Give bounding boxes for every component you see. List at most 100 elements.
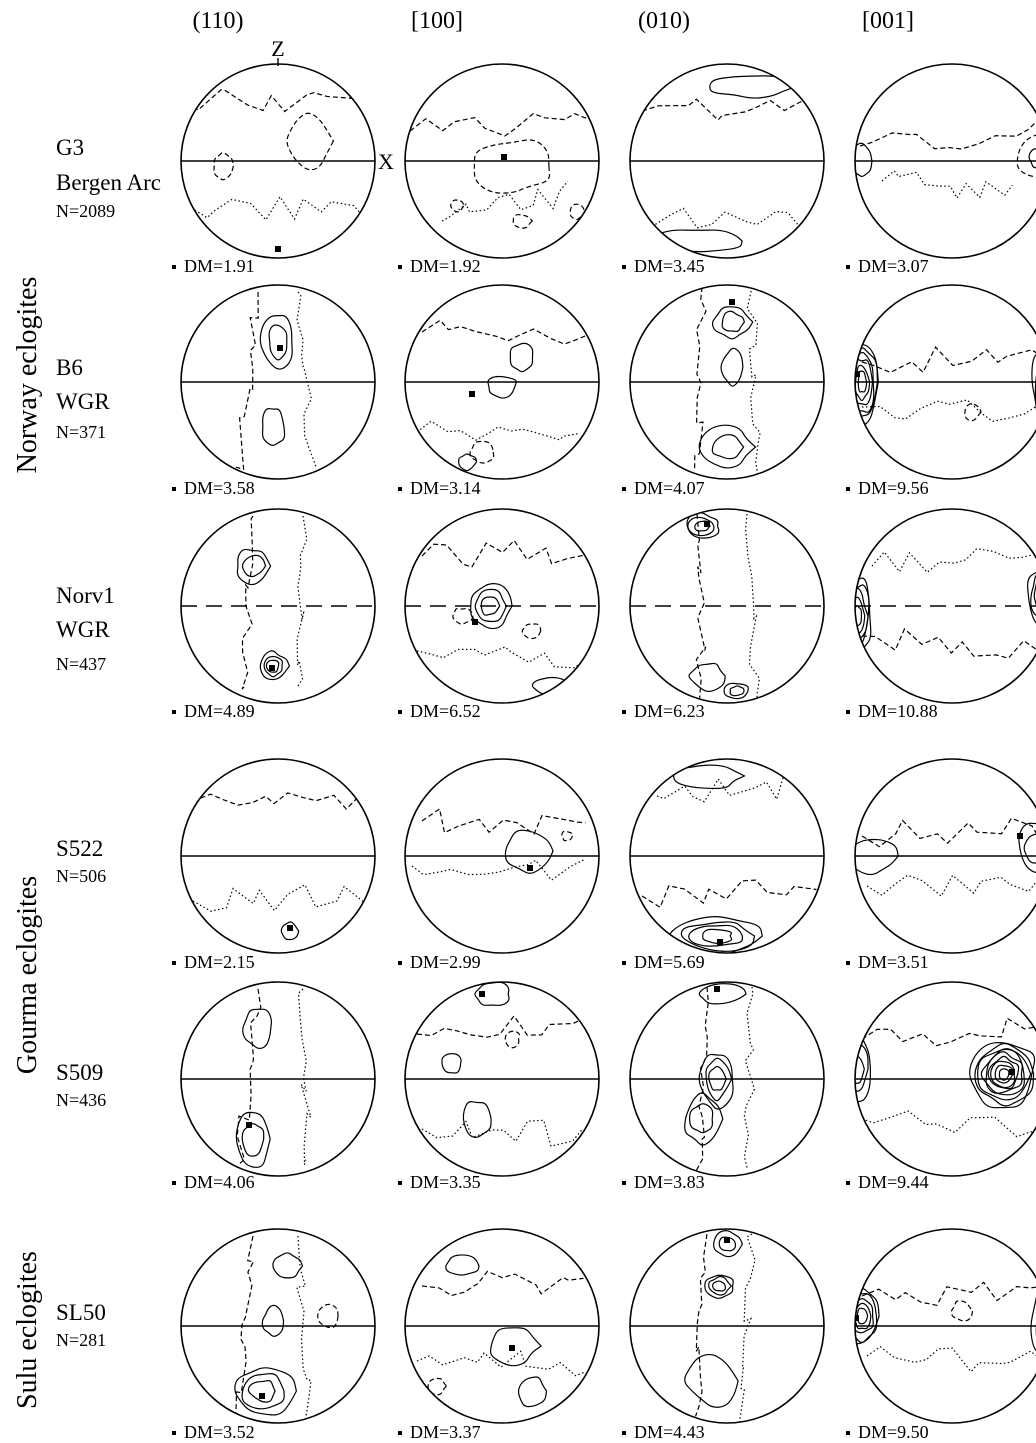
contour-blob [280,921,300,941]
density-maximum-marker [1009,1069,1015,1075]
contour-blob [241,554,267,578]
contour-blob [452,607,474,625]
contour-blob [263,655,283,678]
contour-line [235,291,259,471]
contour-blob [462,1101,492,1139]
contour-blob [708,1065,727,1091]
contour-line [416,1350,586,1377]
contour-line [421,539,588,568]
density-maximum-marker [469,391,475,397]
contour-blob [480,596,501,616]
contour-blob [855,1292,878,1344]
contour-line [746,286,761,479]
contour-line [656,772,798,803]
density-maximum-marker [501,154,507,160]
contour-blob [236,548,272,586]
dm-marker-icon [622,961,626,965]
contour-blob [969,1042,1036,1109]
net-sl50-010: DM=4.43 [622,1228,825,1442]
density-maximum-marker [509,1345,515,1351]
contour-blob [711,434,745,460]
contour-line [192,792,361,810]
contour-blob [974,1042,1035,1107]
column-header-010: (010) [638,8,690,34]
net-g3-100: DM=1.92 [398,63,600,276]
contour-blob [441,1053,462,1074]
contour-blob [985,1051,1023,1094]
contour-blob [855,838,899,876]
contour-blob [729,685,745,697]
dm-marker-icon [846,1431,850,1435]
contour-line [744,513,761,702]
dm-marker-icon [622,487,626,491]
contour-line [866,874,1036,898]
contour-line [421,807,586,835]
contour-line [416,646,583,669]
contour-blob [469,440,495,464]
dm-marker-icon [172,265,176,269]
sample-count-s522: N=506 [56,866,106,886]
density-maximum-marker [527,865,533,871]
density-maximum-marker [472,619,478,625]
contour-line [409,112,591,137]
dm-marker-icon [398,710,402,714]
net-s509-100-contours [416,982,586,1147]
net-g3-100-contours [409,112,591,229]
contour-blob [265,659,280,673]
contour-blob [855,359,874,406]
contour-blob [698,983,747,1005]
contour-line [187,195,364,221]
net-s522-010: DM=5.69 [622,758,825,972]
net-g3-110-contours [187,89,364,252]
dm-label: DM=3.07 [858,256,929,276]
contour-blob [1034,354,1036,412]
contour-blob [994,1064,1014,1084]
contour-blob [990,1060,1016,1089]
net-sl50-110-contours [234,1235,339,1422]
dm-marker-icon [846,487,850,491]
dm-label: DM=4.89 [184,701,255,721]
contour-line [859,118,1036,150]
contour-blob [855,596,866,635]
net-sl50-010-contours [684,1230,756,1423]
contour-line [743,986,756,1169]
net-s522-001-contours [855,817,1036,898]
contour-blob [512,213,534,229]
density-maximum-marker [277,345,283,351]
contour-blob [680,921,756,952]
net-s509-001-contours [855,1017,1036,1138]
dm-label: DM=3.83 [634,1172,705,1192]
contour-blob [652,229,743,253]
contour-line [192,883,365,912]
contour-line [441,180,569,222]
net-g3-010: DM=3.45 [622,63,825,276]
contour-blob [241,1123,265,1157]
contour-blob [687,516,715,537]
dm-label: DM=3.52 [184,1422,255,1442]
dm-marker-icon [398,1181,402,1185]
contour-blob [998,1068,1010,1081]
net-norv1-001: DM=10.88 [846,508,1036,721]
sample-name-b6: B6 [56,355,83,380]
contour-blob [711,306,754,340]
contour-line [881,170,1013,200]
contour-line [297,988,313,1165]
dm-label: DM=9.44 [858,1172,929,1192]
contour-line [416,420,580,441]
sample-location-norv1: WGR [56,617,110,642]
net-s509-010-contours [684,983,756,1173]
net-b6-110: DM=3.58 [172,284,376,498]
dm-marker-icon [172,1431,176,1435]
contour-line [861,1281,1036,1306]
dm-label: DM=4.06 [184,1172,255,1192]
contour-blob [504,1030,521,1049]
dm-marker-icon [172,710,176,714]
column-header-100: [100] [411,8,463,34]
contour-line [694,1233,708,1417]
contour-line [861,627,1036,659]
density-maximum-marker [729,299,735,305]
density-maximum-marker [1017,833,1023,839]
contour-blob [517,1376,548,1408]
dm-label: DM=9.56 [858,478,929,498]
contour-line [296,515,308,688]
